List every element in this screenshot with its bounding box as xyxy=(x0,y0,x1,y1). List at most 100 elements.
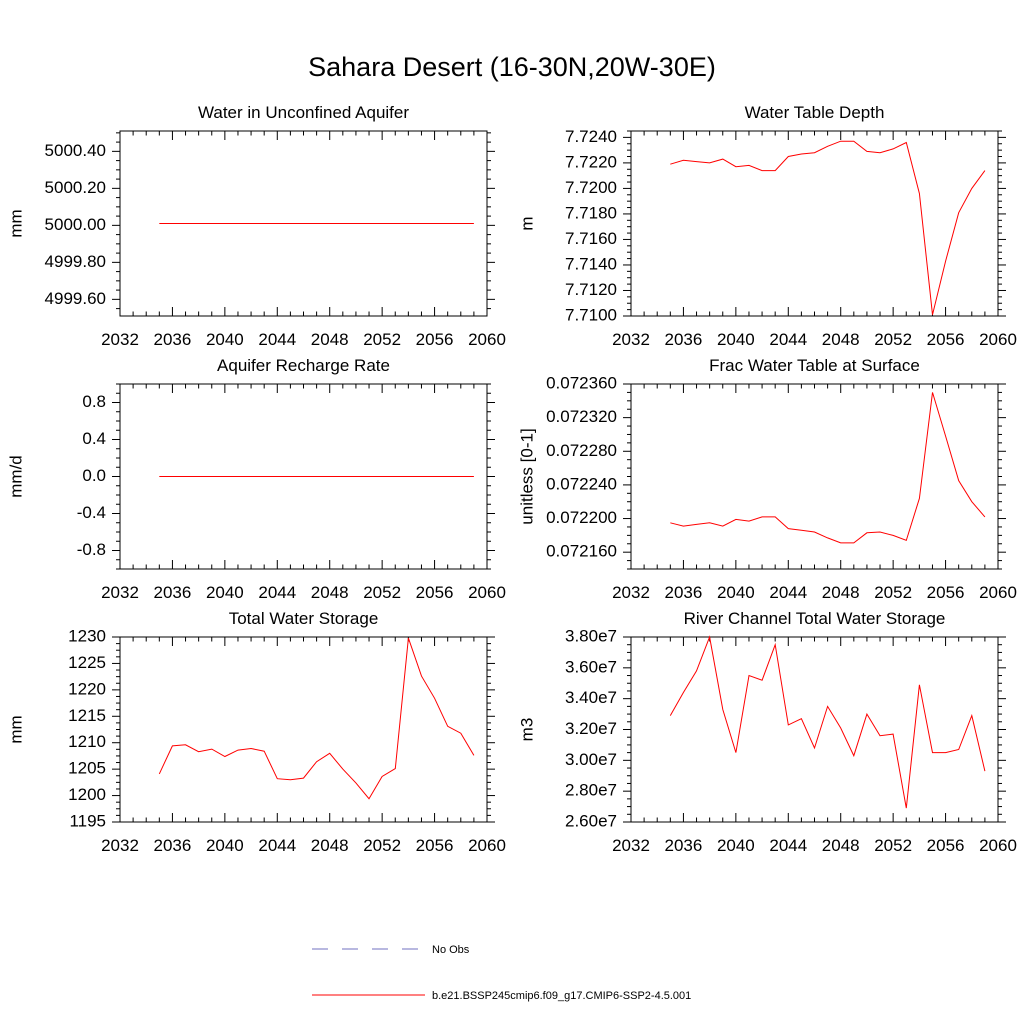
y-tick-label: 1205 xyxy=(68,759,106,778)
x-tick-label: 2056 xyxy=(416,836,454,855)
panel-title: Water in Unconfined Aquifer xyxy=(198,103,409,122)
y-tick-label: 2.80e7 xyxy=(565,781,617,800)
plot-frame xyxy=(630,636,999,823)
y-axis-label: unitless [0-1] xyxy=(517,428,536,524)
y-axis-label: mm xyxy=(6,715,25,743)
y-tick-label: 0.072280 xyxy=(546,441,617,460)
y-tick-label: 1215 xyxy=(68,706,106,725)
x-tick-label: 2048 xyxy=(311,583,349,602)
x-tick-label: 2044 xyxy=(769,836,807,855)
x-tick-label: 2060 xyxy=(468,836,506,855)
chart-panel-4: Frac Water Table at Surface unitless [0-1… xyxy=(517,356,1016,602)
legend-label-no-obs: No Obs xyxy=(432,944,470,956)
x-tick-label: 2060 xyxy=(979,836,1017,855)
y-tick-label: 3.20e7 xyxy=(565,719,617,738)
y-tick-label: 7.7240 xyxy=(565,127,617,146)
chart-panel-3: Aquifer Recharge Rate mm/d 2032 2036 2040 204… xyxy=(6,356,505,602)
x-tick-label: 2044 xyxy=(769,330,807,349)
y-tick-label: 0.072320 xyxy=(546,407,617,426)
y-tick-label: 7.7220 xyxy=(565,152,617,171)
y-tick-label: 1210 xyxy=(68,732,106,751)
y-tick-label: 3.60e7 xyxy=(565,657,617,676)
x-tick-label: 2036 xyxy=(154,330,192,349)
y-tick-label: 5000.20 xyxy=(45,178,106,197)
y-tick-label: 7.7200 xyxy=(565,178,617,197)
x-tick-label: 2056 xyxy=(927,330,965,349)
x-tick-label: 2044 xyxy=(258,836,296,855)
y-tick-label: -0.4 xyxy=(77,503,106,522)
y-tick-label: 5000.40 xyxy=(45,141,106,160)
y-tick-label: 4999.60 xyxy=(45,289,106,308)
y-axis-label: mm/d xyxy=(6,455,25,498)
y-tick-label: 7.7160 xyxy=(565,229,617,248)
x-tick-label: 2036 xyxy=(154,583,192,602)
legend-label-model: b.e21.BSSP245cmip6.f09_g17.CMIP6-SSP2-4.… xyxy=(432,990,691,1002)
x-tick-label: 2044 xyxy=(258,330,296,349)
panel-title: Total Water Storage xyxy=(229,609,379,628)
x-tick-label: 2032 xyxy=(101,583,139,602)
x-tick-label: 2040 xyxy=(717,583,755,602)
y-tick-label: 1225 xyxy=(68,653,106,672)
y-tick-label: 1220 xyxy=(68,679,106,698)
x-tick-label: 2044 xyxy=(258,583,296,602)
y-axis-label: m xyxy=(517,216,536,230)
x-tick-label: 2048 xyxy=(311,836,349,855)
series-line xyxy=(669,635,986,809)
y-tick-label: 0.4 xyxy=(82,429,106,448)
x-tick-label: 2056 xyxy=(927,836,965,855)
y-tick-label: 7.7140 xyxy=(565,254,617,273)
x-tick-label: 2052 xyxy=(363,330,401,349)
x-tick-label: 2056 xyxy=(927,583,965,602)
x-tick-label: 2048 xyxy=(822,330,860,349)
x-tick-label: 2060 xyxy=(979,583,1017,602)
x-tick-label: 2056 xyxy=(416,330,454,349)
x-tick-label: 2060 xyxy=(979,330,1017,349)
plot-frame xyxy=(630,130,999,317)
x-tick-label: 2060 xyxy=(468,583,506,602)
panel-title: River Channel Total Water Storage xyxy=(684,609,946,628)
series-line xyxy=(670,140,986,315)
x-tick-label: 2036 xyxy=(154,836,192,855)
x-tick-label: 2040 xyxy=(206,583,244,602)
y-axis-label: mm xyxy=(6,209,25,237)
series-line xyxy=(158,637,475,800)
x-tick-label: 2052 xyxy=(363,583,401,602)
y-tick-label: 7.7180 xyxy=(565,203,617,222)
y-tick-label: 2.60e7 xyxy=(565,811,617,830)
x-tick-label: 2040 xyxy=(206,836,244,855)
x-tick-label: 2040 xyxy=(206,330,244,349)
x-tick-label: 2032 xyxy=(612,330,650,349)
y-tick-label: 1195 xyxy=(69,811,106,830)
x-tick-label: 2044 xyxy=(769,583,807,602)
chart-panel-2: Water Table Depth m 2032 2036 2040 2044 2048 20… xyxy=(517,103,1016,349)
x-tick-label: 2040 xyxy=(717,330,755,349)
y-tick-label: 0.072160 xyxy=(546,542,617,561)
y-tick-label: 4999.80 xyxy=(45,252,106,271)
panel-title: Water Table Depth xyxy=(745,103,885,122)
x-tick-label: 2048 xyxy=(822,836,860,855)
y-tick-label: 3.80e7 xyxy=(565,626,617,645)
x-tick-label: 2032 xyxy=(101,330,139,349)
x-tick-label: 2052 xyxy=(874,330,912,349)
x-tick-label: 2032 xyxy=(101,836,139,855)
plot-frame xyxy=(119,636,488,823)
y-tick-label: 3.00e7 xyxy=(565,750,617,769)
plot-frame xyxy=(630,383,999,570)
y-tick-label: 0.072240 xyxy=(546,474,617,493)
figure-title: Sahara Desert (16-30N,20W-30E) xyxy=(308,52,716,82)
x-tick-label: 2040 xyxy=(717,836,755,855)
y-tick-label: 1200 xyxy=(68,785,106,804)
y-tick-label: 5000.00 xyxy=(45,215,106,234)
x-tick-label: 2056 xyxy=(416,583,454,602)
x-tick-label: 2032 xyxy=(612,583,650,602)
x-tick-label: 2052 xyxy=(363,836,401,855)
y-tick-label: 3.40e7 xyxy=(565,688,617,707)
y-tick-label: 1230 xyxy=(68,626,106,645)
y-tick-label: 0.8 xyxy=(82,392,106,411)
x-tick-label: 2048 xyxy=(822,583,860,602)
legend: No Obs b.e21.BSSP245cmip6.f09_g17.CMIP6-S… xyxy=(312,944,691,1002)
x-tick-label: 2052 xyxy=(874,583,912,602)
x-tick-label: 2036 xyxy=(665,583,703,602)
y-axis-label: m3 xyxy=(517,718,536,742)
x-tick-label: 2036 xyxy=(665,836,703,855)
